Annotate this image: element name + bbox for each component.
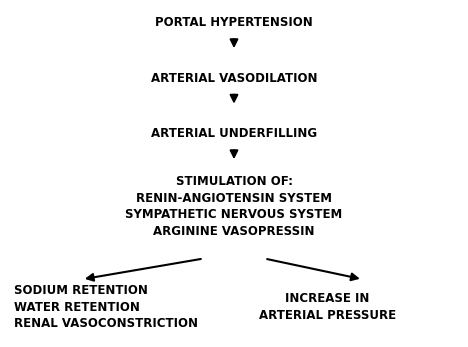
Text: ARTERIAL UNDERFILLING: ARTERIAL UNDERFILLING (151, 127, 317, 140)
Text: STIMULATION OF:
RENIN-ANGIOTENSIN SYSTEM
SYMPATHETIC NERVOUS SYSTEM
ARGININE VAS: STIMULATION OF: RENIN-ANGIOTENSIN SYSTEM… (125, 175, 343, 238)
Text: SODIUM RETENTION
WATER RETENTION
RENAL VASOCONSTRICTION: SODIUM RETENTION WATER RETENTION RENAL V… (14, 284, 198, 330)
Text: INCREASE IN
ARTERIAL PRESSURE: INCREASE IN ARTERIAL PRESSURE (259, 292, 396, 322)
Text: PORTAL HYPERTENSION: PORTAL HYPERTENSION (155, 16, 313, 29)
Text: ARTERIAL VASODILATION: ARTERIAL VASODILATION (151, 71, 317, 85)
